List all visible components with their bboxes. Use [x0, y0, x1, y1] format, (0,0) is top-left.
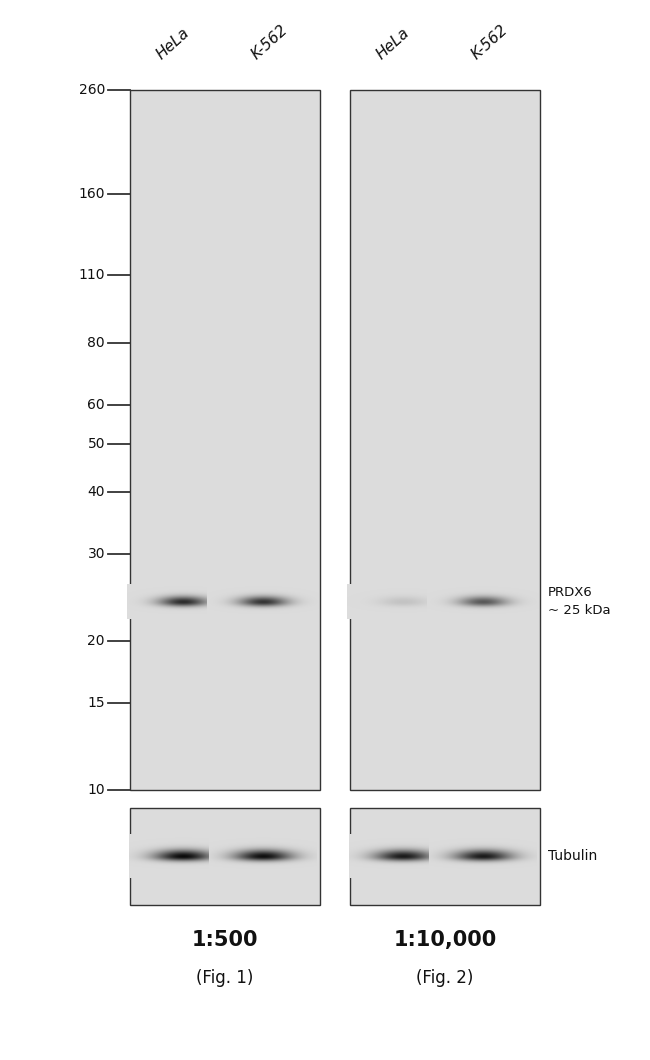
Text: HeLa: HeLa: [153, 25, 192, 61]
Text: 160: 160: [79, 188, 105, 201]
Text: Tubulin: Tubulin: [548, 849, 597, 864]
Bar: [350, 808, 540, 905]
Text: 30: 30: [88, 547, 105, 561]
Text: 10: 10: [87, 783, 105, 797]
Text: HeLa: HeLa: [373, 25, 412, 61]
Text: 60: 60: [87, 399, 105, 412]
Text: 260: 260: [79, 83, 105, 98]
Text: 20: 20: [88, 634, 105, 648]
Text: 110: 110: [79, 268, 105, 282]
Bar: [130, 90, 320, 790]
Bar: [130, 808, 320, 905]
Bar: [350, 90, 540, 790]
Text: 50: 50: [88, 437, 105, 452]
Text: 80: 80: [87, 336, 105, 350]
Text: (Fig. 1): (Fig. 1): [196, 969, 254, 987]
Text: 40: 40: [88, 485, 105, 499]
Text: (Fig. 2): (Fig. 2): [416, 969, 474, 987]
Text: PRDX6
~ 25 kDa: PRDX6 ~ 25 kDa: [548, 586, 610, 617]
Text: 15: 15: [87, 695, 105, 710]
Text: 1:500: 1:500: [192, 930, 258, 950]
Text: 1:10,000: 1:10,000: [393, 930, 497, 950]
Text: K-562: K-562: [248, 22, 291, 61]
Text: K-562: K-562: [468, 22, 510, 61]
